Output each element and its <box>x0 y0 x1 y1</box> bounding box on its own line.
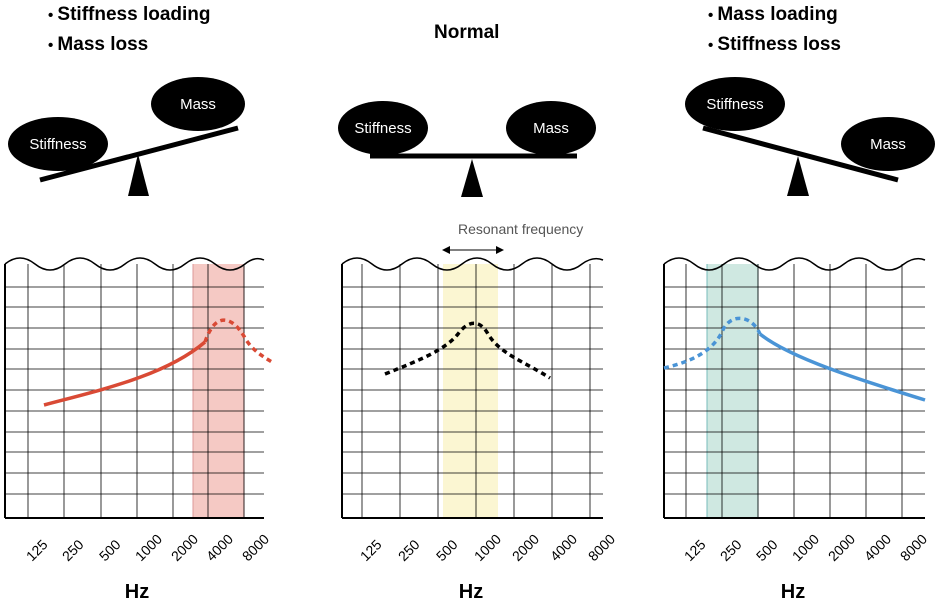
left-graph <box>4 257 273 519</box>
center-mass-ellipse <box>506 101 596 155</box>
audiogram-panels: 125 250 500 1000 2000 4000 8000 125 250 … <box>4 257 930 603</box>
center-x-ticks: 125 250 500 1000 2000 4000 8000 <box>357 531 618 564</box>
left-dotted-curve <box>203 318 273 364</box>
right-stiffness-ellipse <box>685 77 785 131</box>
left-bullet-1: Stiffness loading <box>48 0 210 30</box>
left-tick-4000: 4000 <box>203 531 236 564</box>
right-mass-label: Mass <box>870 136 906 153</box>
right-tick-125: 125 <box>681 536 709 564</box>
right-graph <box>663 257 926 519</box>
left-mass-ellipse <box>151 77 245 131</box>
left-tick-250: 250 <box>59 536 87 564</box>
left-stiffness-label: Stiffness <box>29 136 86 153</box>
center-tick-2000: 2000 <box>509 531 542 564</box>
right-tick-500: 500 <box>753 536 781 564</box>
left-x-axis-label: Hz <box>125 581 149 603</box>
resonant-frequency-annotation: Resonant frequency <box>442 221 583 254</box>
right-stiffness-label: Stiffness <box>706 96 763 113</box>
normal-title: Normal <box>434 22 500 43</box>
left-bullet-list: Stiffness loading Mass loss <box>48 0 211 60</box>
right-x-ticks: 125 250 500 1000 2000 4000 8000 <box>681 531 930 564</box>
center-tick-8000: 8000 <box>585 531 618 564</box>
left-bullet-2: Mass loss <box>48 30 211 60</box>
center-tick-250: 250 <box>395 536 423 564</box>
seesaw-diagrams: Stiffness Mass Stiffness Mass Stiffness … <box>8 77 935 197</box>
center-tick-500: 500 <box>433 536 461 564</box>
center-tick-125: 125 <box>357 536 385 564</box>
left-seesaw: Stiffness Mass <box>8 77 245 196</box>
right-x-axis-label: Hz <box>781 581 805 603</box>
center-x-axis-label: Hz <box>459 581 483 603</box>
left-highlight-band <box>193 264 244 518</box>
right-tick-250: 250 <box>717 536 745 564</box>
left-tick-8000: 8000 <box>239 531 272 564</box>
center-grid <box>342 264 603 518</box>
left-tick-125: 125 <box>23 536 51 564</box>
right-mass-ellipse <box>841 117 935 171</box>
resonant-arrow-left-head <box>442 246 450 254</box>
right-grid <box>664 264 925 518</box>
left-seesaw-beam <box>39 125 239 183</box>
left-x-ticks: 125 250 500 1000 2000 4000 8000 <box>23 531 272 564</box>
center-stiffness-label: Stiffness <box>354 120 411 137</box>
right-tick-8000: 8000 <box>897 531 930 564</box>
right-solid-curve <box>758 332 926 402</box>
left-mass-label: Mass <box>180 96 216 113</box>
resonant-frequency-label: Resonant frequency <box>458 221 583 237</box>
left-tick-500: 500 <box>96 536 124 564</box>
left-tick-2000: 2000 <box>168 531 201 564</box>
left-solid-curve <box>43 340 207 407</box>
resonant-arrow-right-head <box>496 246 504 254</box>
right-tick-4000: 4000 <box>861 531 894 564</box>
center-tick-4000: 4000 <box>547 531 580 564</box>
center-dotted-curve <box>384 321 551 380</box>
right-tick-2000: 2000 <box>825 531 858 564</box>
left-wave-top <box>4 257 265 271</box>
center-seesaw-fulcrum <box>461 159 483 197</box>
center-highlight-band <box>443 264 498 518</box>
center-stiffness-ellipse <box>338 101 428 155</box>
right-dotted-curve <box>663 316 762 370</box>
center-wave-top <box>341 257 604 271</box>
left-seesaw-fulcrum <box>128 154 149 196</box>
left-stiffness-ellipse <box>8 117 108 171</box>
left-grid <box>5 264 264 518</box>
center-seesaw: Stiffness Mass <box>338 101 596 197</box>
right-seesaw-beam <box>702 125 899 183</box>
left-tick-1000: 1000 <box>132 531 165 564</box>
center-mass-label: Mass <box>533 120 569 137</box>
right-seesaw-fulcrum <box>787 156 809 196</box>
right-tick-1000: 1000 <box>789 531 822 564</box>
right-bullet-2: Stiffness loss <box>708 30 841 60</box>
center-graph <box>341 257 604 519</box>
right-bullet-list: Mass loading Stiffness loss <box>708 0 841 60</box>
center-tick-1000: 1000 <box>471 531 504 564</box>
right-bullet-1: Mass loading <box>708 0 841 30</box>
right-highlight-band <box>707 264 758 518</box>
right-seesaw: Stiffness Mass <box>685 77 935 196</box>
right-wave-top <box>663 257 926 271</box>
